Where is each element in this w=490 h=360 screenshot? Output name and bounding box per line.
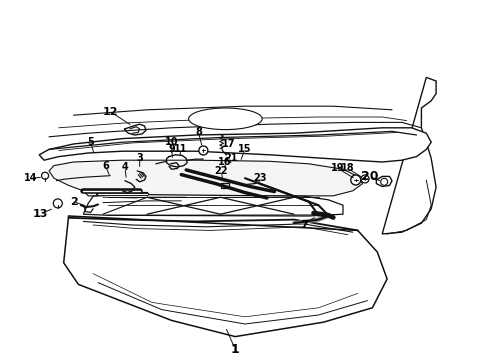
Text: 12: 12 (102, 107, 118, 117)
Circle shape (53, 199, 62, 208)
Text: 16: 16 (218, 157, 231, 167)
Polygon shape (64, 216, 387, 337)
Text: 7: 7 (300, 220, 308, 230)
Circle shape (199, 146, 208, 155)
Polygon shape (39, 128, 431, 162)
Text: 13: 13 (32, 209, 48, 219)
Polygon shape (49, 160, 363, 196)
Polygon shape (83, 194, 343, 216)
Ellipse shape (189, 108, 262, 130)
Text: 11: 11 (173, 144, 187, 154)
Text: 23: 23 (253, 173, 267, 183)
Text: 21: 21 (224, 153, 238, 163)
Text: 2: 2 (70, 197, 77, 207)
Circle shape (42, 172, 49, 179)
Text: 4: 4 (122, 162, 128, 172)
Text: 22: 22 (215, 166, 228, 176)
Text: 18: 18 (341, 163, 355, 174)
Circle shape (381, 178, 388, 185)
Text: 10: 10 (165, 137, 178, 147)
Text: 6: 6 (102, 161, 109, 171)
Circle shape (351, 175, 361, 185)
Text: 20: 20 (361, 170, 379, 183)
Text: 8: 8 (195, 127, 202, 138)
Polygon shape (382, 77, 436, 234)
Text: 17: 17 (221, 139, 235, 149)
Text: 15: 15 (238, 144, 252, 154)
Text: 5: 5 (87, 137, 94, 147)
Text: 19: 19 (331, 163, 345, 174)
Text: 1: 1 (231, 343, 240, 356)
Text: 3: 3 (136, 153, 143, 163)
Text: 14: 14 (24, 173, 37, 183)
Circle shape (361, 175, 369, 183)
Text: 9: 9 (168, 144, 175, 154)
